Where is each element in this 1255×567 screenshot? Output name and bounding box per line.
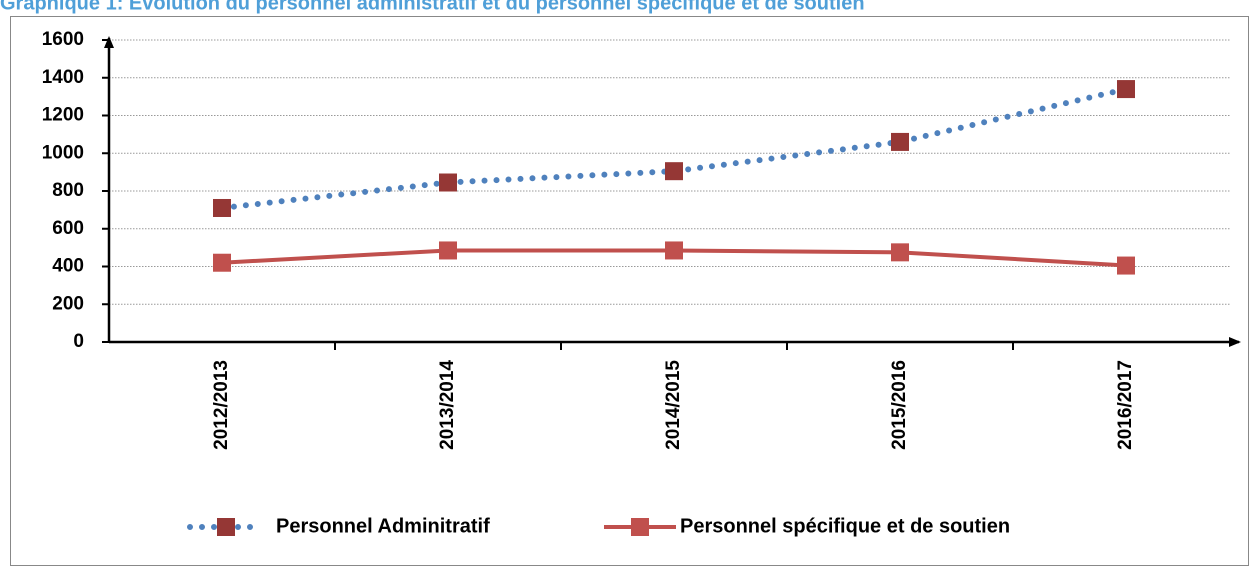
x-tick-label: 2014/2015 <box>663 360 684 450</box>
legend-marker <box>631 518 649 536</box>
x-tick-label: 2013/2014 <box>437 360 458 450</box>
x-tick-label: 2015/2016 <box>889 360 910 450</box>
marker <box>1117 256 1135 275</box>
y-tick-label: 1400 <box>42 67 84 88</box>
marker <box>213 198 231 217</box>
y-tick-label: 600 <box>52 218 84 239</box>
x-tick-label: 2016/2017 <box>1115 360 1136 450</box>
chart-border <box>10 16 1249 566</box>
marker <box>665 241 683 260</box>
marker <box>1117 80 1135 99</box>
legend-marker <box>217 518 235 536</box>
x-tick-label: 2012/2013 <box>211 360 232 450</box>
legend-label: Personnel Adminitratif <box>276 515 490 537</box>
y-tick-label: 800 <box>52 180 84 201</box>
y-tick-label: 1600 <box>42 29 84 50</box>
x-axis-arrow <box>1229 337 1241 347</box>
marker <box>891 132 909 151</box>
marker <box>213 253 231 272</box>
legend-label: Personnel spécifique et de soutien <box>680 515 1010 537</box>
y-axis-arrow <box>104 36 114 48</box>
y-tick-label: 1000 <box>42 142 84 163</box>
chart-title: Graphique 1: Evolution du personnel admi… <box>0 0 865 14</box>
y-tick-label: 1200 <box>42 105 84 126</box>
marker <box>891 243 909 262</box>
y-tick-label: 0 <box>73 331 84 352</box>
y-tick-label: 400 <box>52 256 84 277</box>
marker <box>439 241 457 260</box>
y-tick-label: 200 <box>52 293 84 314</box>
marker <box>665 162 683 181</box>
marker <box>439 173 457 192</box>
